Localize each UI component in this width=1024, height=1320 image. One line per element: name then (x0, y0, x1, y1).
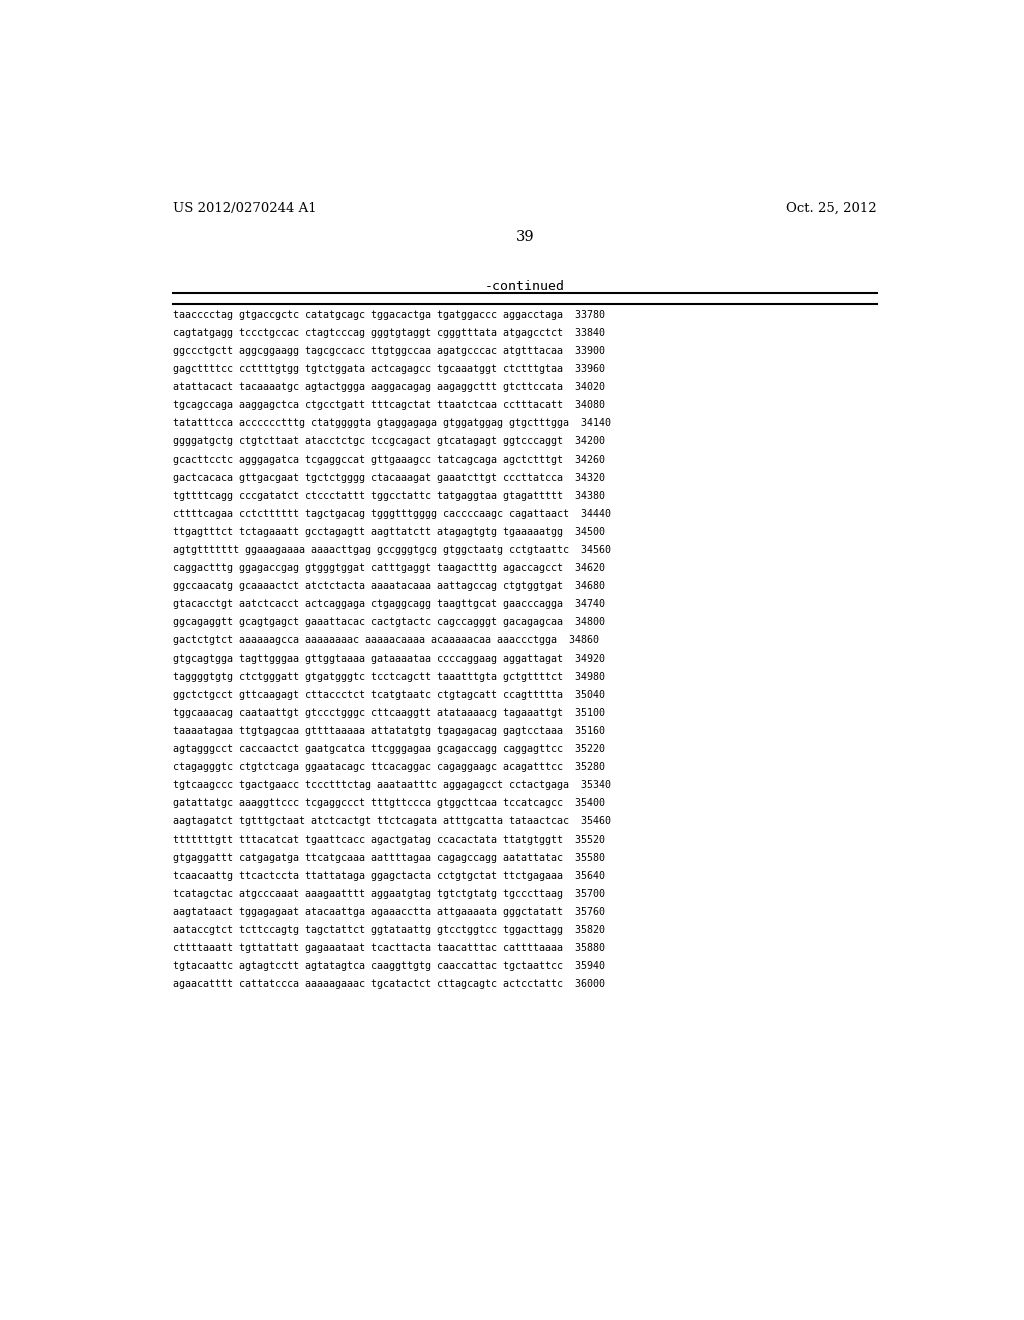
Text: tcatagctac atgcccaaat aaagaatttt aggaatgtag tgtctgtatg tgcccttaag  35700: tcatagctac atgcccaaat aaagaatttt aggaatg… (173, 888, 605, 899)
Text: gtacacctgt aatctcacct actcaggaga ctgaggcagg taagttgcat gaacccagga  34740: gtacacctgt aatctcacct actcaggaga ctgaggc… (173, 599, 605, 610)
Text: tttttttgtt tttacatcat tgaattcacc agactgatag ccacactata ttatgtggtt  35520: tttttttgtt tttacatcat tgaattcacc agactga… (173, 834, 605, 845)
Text: gatattatgc aaaggttccc tcgaggccct tttgttccca gtggcttcaa tccatcagcc  35400: gatattatgc aaaggttccc tcgaggccct tttgttc… (173, 799, 605, 808)
Text: cttttcagaa cctctttttt tagctgacag tgggtttgggg caccccaagc cagattaact  34440: cttttcagaa cctctttttt tagctgacag tgggttt… (173, 508, 611, 519)
Text: tgtcaagccc tgactgaacc tccctttctag aaataatttc aggagagcct cctactgaga  35340: tgtcaagccc tgactgaacc tccctttctag aaataa… (173, 780, 611, 791)
Text: ggccctgctt aggcggaagg tagcgccacc ttgtggccaa agatgcccac atgtttacaa  33900: ggccctgctt aggcggaagg tagcgccacc ttgtggc… (173, 346, 605, 356)
Text: agtagggcct caccaactct gaatgcatca ttcgggagaa gcagaccagg caggagttcc  35220: agtagggcct caccaactct gaatgcatca ttcggga… (173, 744, 605, 754)
Text: aagtagatct tgtttgctaat atctcactgt ttctcagata atttgcatta tataactcac  35460: aagtagatct tgtttgctaat atctcactgt ttctca… (173, 816, 611, 826)
Text: ggctctgcct gttcaagagt cttaccctct tcatgtaatc ctgtagcatt ccagttttta  35040: ggctctgcct gttcaagagt cttaccctct tcatgta… (173, 690, 605, 700)
Text: gtgcagtgga tagttgggaa gttggtaaaa gataaaataa ccccaggaag aggattagat  34920: gtgcagtgga tagttgggaa gttggtaaaa gataaaa… (173, 653, 605, 664)
Text: tgtacaattc agtagtcctt agtatagtca caaggttgtg caaccattac tgctaattcc  35940: tgtacaattc agtagtcctt agtatagtca caaggtt… (173, 961, 605, 972)
Text: Oct. 25, 2012: Oct. 25, 2012 (786, 202, 877, 215)
Text: tcaacaattg ttcactccta ttattataga ggagctacta cctgtgctat ttctgagaaa  35640: tcaacaattg ttcactccta ttattataga ggagcta… (173, 871, 605, 880)
Text: gactcacaca gttgacgaat tgctctgggg ctacaaagat gaaatcttgt cccttatcca  34320: gactcacaca gttgacgaat tgctctgggg ctacaaa… (173, 473, 605, 483)
Text: ggcagaggtt gcagtgagct gaaattacac cactgtactc cagccagggt gacagagcaa  34800: ggcagaggtt gcagtgagct gaaattacac cactgta… (173, 618, 605, 627)
Text: cttttaaatt tgttattatt gagaaataat tcacttacta taacatttac cattttaaaa  35880: cttttaaatt tgttattatt gagaaataat tcactta… (173, 942, 605, 953)
Text: aataccgtct tcttccagtg tagctattct ggtataattg gtcctggtcc tggacttagg  35820: aataccgtct tcttccagtg tagctattct ggtataa… (173, 925, 605, 935)
Text: taaaatagaa ttgtgagcaa gttttaaaaa attatatgtg tgagagacag gagtcctaaa  35160: taaaatagaa ttgtgagcaa gttttaaaaa attatat… (173, 726, 605, 737)
Text: -continued: -continued (484, 280, 565, 293)
Text: ttgagtttct tctagaaatt gcctagagtt aagttatctt atagagtgtg tgaaaaatgg  34500: ttgagtttct tctagaaatt gcctagagtt aagttat… (173, 527, 605, 537)
Text: gagcttttcc ccttttgtgg tgtctggata actcagagcc tgcaaatggt ctctttgtaa  33960: gagcttttcc ccttttgtgg tgtctggata actcaga… (173, 364, 605, 374)
Text: atattacact tacaaaatgc agtactggga aaggacagag aagaggcttt gtcttccata  34020: atattacact tacaaaatgc agtactggga aaggaca… (173, 383, 605, 392)
Text: agtgttttttt ggaaagaaaa aaaacttgag gccgggtgcg gtggctaatg cctgtaattc  34560: agtgttttttt ggaaagaaaa aaaacttgag gccggg… (173, 545, 611, 554)
Text: cagtatgagg tccctgccac ctagtcccag gggtgtaggt cgggtttata atgagcctct  33840: cagtatgagg tccctgccac ctagtcccag gggtgta… (173, 327, 605, 338)
Text: tgttttcagg cccgatatct ctccctattt tggcctattc tatgaggtaa gtagattttt  34380: tgttttcagg cccgatatct ctccctattt tggccta… (173, 491, 605, 500)
Text: tggcaaacag caataattgt gtccctgggc cttcaaggtt atataaaacg tagaaattgt  35100: tggcaaacag caataattgt gtccctgggc cttcaag… (173, 708, 605, 718)
Text: ggggatgctg ctgtcttaat atacctctgc tccgcagact gtcatagagt ggtcccaggt  34200: ggggatgctg ctgtcttaat atacctctgc tccgcag… (173, 437, 605, 446)
Text: tatatttcca acccccctttg ctatggggta gtaggagaga gtggatggag gtgctttgga  34140: tatatttcca acccccctttg ctatggggta gtagga… (173, 418, 611, 429)
Text: ctagagggtc ctgtctcaga ggaatacagc ttcacaggac cagaggaagc acagatttcc  35280: ctagagggtc ctgtctcaga ggaatacagc ttcacag… (173, 762, 605, 772)
Text: ggccaacatg gcaaaactct atctctacta aaaatacaaa aattagccag ctgtggtgat  34680: ggccaacatg gcaaaactct atctctacta aaaatac… (173, 581, 605, 591)
Text: gactctgtct aaaaaagcca aaaaaaaac aaaaacaaaa acaaaaacaa aaaccctgga  34860: gactctgtct aaaaaagcca aaaaaaaac aaaaacaa… (173, 635, 599, 645)
Text: gtgaggattt catgagatga ttcatgcaaa aattttagaa cagagccagg aatattatac  35580: gtgaggattt catgagatga ttcatgcaaa aatttta… (173, 853, 605, 862)
Text: US 2012/0270244 A1: US 2012/0270244 A1 (173, 202, 316, 215)
Text: taggggtgtg ctctgggatt gtgatgggtc tcctcagctt taaatttgta gctgttttct  34980: taggggtgtg ctctgggatt gtgatgggtc tcctcag… (173, 672, 605, 681)
Text: caggactttg ggagaccgag gtgggtggat catttgaggt taagactttg agaccagcct  34620: caggactttg ggagaccgag gtgggtggat catttga… (173, 564, 605, 573)
Text: tgcagccaga aaggagctca ctgcctgatt tttcagctat ttaatctcaa cctttacatt  34080: tgcagccaga aaggagctca ctgcctgatt tttcagc… (173, 400, 605, 411)
Text: gcacttcctc agggagatca tcgaggccat gttgaaagcc tatcagcaga agctctttgt  34260: gcacttcctc agggagatca tcgaggccat gttgaaa… (173, 454, 605, 465)
Text: agaacatttt cattatccca aaaaagaaac tgcatactct cttagcagtc actcctattc  36000: agaacatttt cattatccca aaaaagaaac tgcatac… (173, 979, 605, 989)
Text: 39: 39 (515, 230, 535, 244)
Text: taacccctag gtgaccgctc catatgcagc tggacactga tgatggaccc aggacctaga  33780: taacccctag gtgaccgctc catatgcagc tggacac… (173, 310, 605, 319)
Text: aagtataact tggagagaat atacaattga agaaacctta attgaaaata gggctatatt  35760: aagtataact tggagagaat atacaattga agaaacc… (173, 907, 605, 917)
